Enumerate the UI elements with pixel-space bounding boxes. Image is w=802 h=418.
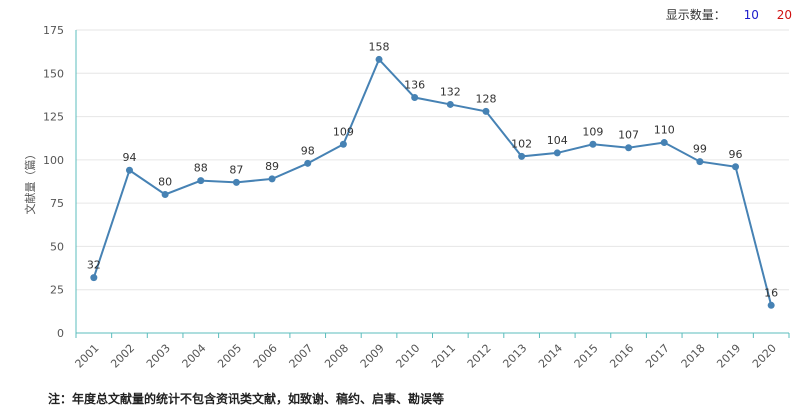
data-label: 128 — [475, 92, 496, 105]
x-tick-label: 2013 — [500, 342, 529, 371]
y-tick-label: 25 — [50, 284, 64, 297]
data-label: 102 — [511, 137, 532, 150]
y-tick-label: 50 — [50, 240, 64, 253]
x-tick-label: 2002 — [108, 342, 137, 371]
data-point — [268, 175, 276, 183]
display-count-control: 显示数量： 10 20 — [666, 6, 792, 23]
x-tick-label: 2004 — [180, 342, 209, 371]
data-point — [553, 149, 561, 157]
data-point — [589, 140, 597, 148]
x-tick-label: 2012 — [465, 342, 494, 371]
data-point — [161, 190, 169, 198]
data-label: 87 — [229, 163, 243, 176]
y-tick-label: 100 — [43, 154, 64, 167]
series-line — [92, 57, 773, 306]
display-count-20-option[interactable]: 20 — [776, 8, 792, 22]
data-point — [304, 159, 312, 167]
y-tick-label: 0 — [57, 327, 64, 340]
y-tick-label: 175 — [43, 24, 64, 37]
data-label: 107 — [618, 129, 639, 142]
x-tick-label: 2006 — [251, 342, 280, 371]
data-label: 98 — [301, 144, 315, 157]
data-point — [197, 177, 205, 185]
y-tick-label: 75 — [50, 197, 64, 210]
x-tick-label: 2009 — [358, 342, 387, 371]
data-point — [482, 107, 490, 115]
display-count-label: 显示数量： — [665, 8, 726, 22]
data-label: 104 — [547, 134, 568, 147]
data-label: 136 — [404, 79, 425, 92]
y-axis-label: 文献量（篇） — [23, 149, 37, 215]
data-label: 110 — [654, 124, 675, 137]
data-label: 158 — [369, 40, 390, 53]
data-point — [696, 158, 704, 166]
data-label: 109 — [582, 125, 603, 138]
data-point — [339, 140, 347, 148]
x-tick-label: 2019 — [714, 342, 743, 371]
y-tick-label: 150 — [43, 67, 64, 80]
data-point — [125, 166, 133, 174]
data-label: 80 — [158, 175, 172, 188]
data-point — [518, 152, 526, 160]
data-label: 32 — [87, 259, 101, 272]
footnote: 注：年度总文献量的统计不包含资讯类文献，如致谢、稿约、启事、勘误等 — [48, 392, 445, 406]
x-tick-label: 2007 — [287, 342, 316, 371]
data-point — [375, 55, 383, 63]
data-point — [660, 139, 668, 147]
x-tick-label: 2010 — [393, 342, 422, 371]
data-label: 96 — [729, 148, 743, 161]
x-tick-label: 2017 — [643, 342, 672, 371]
x-tick-label: 2005 — [215, 342, 244, 371]
x-tick-label: 2020 — [750, 342, 779, 371]
data-label: 88 — [194, 162, 208, 175]
x-tick-label: 2015 — [572, 342, 601, 371]
data-label: 16 — [764, 286, 778, 299]
display-count-10-option[interactable]: 10 — [743, 8, 759, 22]
x-tick-label: 2011 — [429, 342, 458, 371]
x-tick-label: 2016 — [607, 342, 636, 371]
data-point — [446, 100, 454, 108]
x-tick-label: 2008 — [322, 342, 351, 371]
data-label: 89 — [265, 160, 279, 173]
data-label: 99 — [693, 143, 707, 156]
data-label: 109 — [333, 125, 354, 138]
data-point — [767, 301, 775, 309]
x-tick-label: 2018 — [679, 342, 708, 371]
data-point — [625, 144, 633, 152]
x-tick-label: 2014 — [536, 342, 565, 371]
x-tick-label: 2003 — [144, 342, 173, 371]
data-point — [732, 163, 740, 171]
x-tick-label: 2001 — [73, 342, 102, 371]
data-point — [411, 94, 419, 102]
data-point — [232, 178, 240, 186]
y-tick-label: 125 — [43, 111, 64, 124]
data-label: 132 — [440, 85, 461, 98]
data-point — [90, 274, 98, 282]
data-label: 94 — [122, 151, 136, 164]
